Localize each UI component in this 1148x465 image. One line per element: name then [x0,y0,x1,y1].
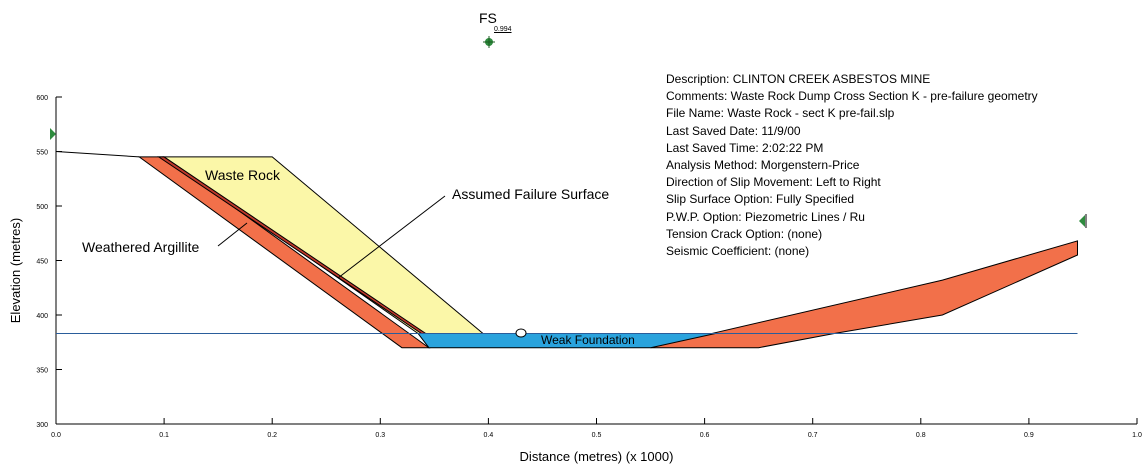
analysis-info-panel: Description: CLINTON CREEK ASBESTOS MINE… [666,71,1038,260]
info-tension-crack: Tension Crack Option: (none) [666,226,823,241]
x-tick-label: 0.7 [808,432,818,439]
info-file-name: File Name: Waste Rock - sect K pre-fail.… [666,106,895,121]
y-tick-label: 450 [36,259,48,266]
y-tick-label: 500 [36,204,48,211]
fs-label: FS [479,10,497,26]
ground-surface-line [55,151,140,158]
info-seismic: Seismic Coefficient: (none) [666,244,810,259]
failure-surface-leader-line [337,195,446,279]
x-tick-label: 0.5 [592,432,602,439]
info-slip-surface: Slip Surface Option: Fully Specified [666,192,855,207]
assumed-failure-surface-label: Assumed Failure Surface [452,186,610,202]
y-tick-label: 600 [36,95,48,102]
y-tick-label: 550 [36,150,48,157]
y-tick-label: 350 [36,368,48,375]
y-tick-label: 300 [36,422,48,429]
info-pwp-option: P.W.P. Option: Piezometric Lines / Ru [666,209,865,224]
x-tick-label: 0.2 [267,432,277,439]
weak-foundation-label: Weak Foundation [541,333,635,347]
info-slip-direction: Direction of Slip Movement: Left to Righ… [666,175,881,190]
y-axis-label: Elevation (metres) [8,218,23,323]
x-tick-label: 0.8 [916,432,926,439]
info-analysis-method: Analysis Method: Morgenstern-Price [666,158,860,173]
waste-rock-region [162,156,485,334]
x-tick-label: 0.0 [51,432,61,439]
argillite-leader-line [217,222,248,247]
info-description: Description: CLINTON CREEK ASBESTOS MINE [666,72,931,86]
fs-value: 0.994 [494,26,512,33]
x-tick-label: 0.1 [159,432,169,439]
y-tick-label: 400 [36,313,48,320]
slip-exit-marker [515,328,527,338]
x-tick-label: 0.4 [484,432,494,439]
x-tick-label: 0.9 [1024,432,1034,439]
x-tick-label: 0.6 [700,432,710,439]
info-saved-date: Last Saved Date: 11/9/00 [666,123,801,138]
x-tick-label: 0.3 [375,432,385,439]
info-saved-time: Last Saved Time: 2:02:22 PM [666,140,824,155]
left-boundary-marker-icon [50,128,56,140]
weathered-argillite-label: Weathered Argillite [82,239,200,255]
x-tick-label: 1.0 [1132,432,1142,439]
x-axis-label: Distance (metres) (x 1000) [520,449,674,464]
right-boundary-marker-icon [1079,215,1085,227]
weathered-argillite-right-region [650,240,1078,349]
info-comments: Comments: Waste Rock Dump Cross Section … [666,89,1038,104]
waste-rock-label: Waste Rock [205,167,280,183]
